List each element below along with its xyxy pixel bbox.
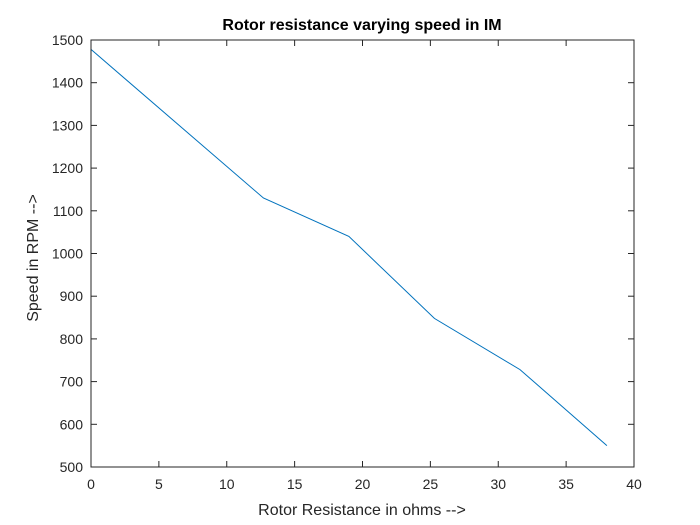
x-tick-label: 10 bbox=[219, 476, 235, 492]
series-line bbox=[90, 49, 608, 446]
y-tick-label: 600 bbox=[60, 416, 84, 432]
x-tick-label: 40 bbox=[626, 476, 642, 492]
y-tick-label: 1000 bbox=[52, 246, 83, 262]
data-point bbox=[518, 368, 521, 371]
x-tick-label: 20 bbox=[355, 476, 371, 492]
y-tick-label: 500 bbox=[60, 459, 84, 475]
y-tick-label: 1300 bbox=[52, 117, 83, 133]
y-axis-label: Speed in RPM --> bbox=[25, 194, 42, 322]
data-point bbox=[262, 196, 265, 199]
y-tick-label: 1200 bbox=[52, 160, 83, 176]
x-tick-label: 30 bbox=[490, 476, 506, 492]
y-tick-label: 1400 bbox=[52, 75, 83, 91]
x-tick-label: 25 bbox=[423, 476, 439, 492]
y-tick-label: 1500 bbox=[52, 32, 83, 48]
axes-box bbox=[90, 39, 635, 468]
x-tick-label: 15 bbox=[287, 476, 303, 492]
x-tick-label: 35 bbox=[558, 476, 574, 492]
plot-area: 0 5 10 15 20 25 30 35 40 500 600 700 800 900 1000 1100 1… bbox=[52, 32, 642, 492]
y-tick-label: 700 bbox=[60, 374, 84, 390]
data-point bbox=[605, 444, 608, 447]
chart-title: Rotor resistance varying speed in IM bbox=[222, 17, 501, 34]
y-tick-label: 800 bbox=[60, 331, 84, 347]
data-point bbox=[433, 317, 436, 320]
x-tick-label: 0 bbox=[87, 476, 95, 492]
y-tick-label: 900 bbox=[60, 288, 84, 304]
data-point bbox=[347, 235, 350, 238]
axes-background bbox=[91, 40, 634, 467]
y-tick-label: 1100 bbox=[53, 203, 83, 219]
x-tick-label: 5 bbox=[155, 476, 163, 492]
x-axis-label: Rotor Resistance in ohms --> bbox=[258, 502, 466, 519]
